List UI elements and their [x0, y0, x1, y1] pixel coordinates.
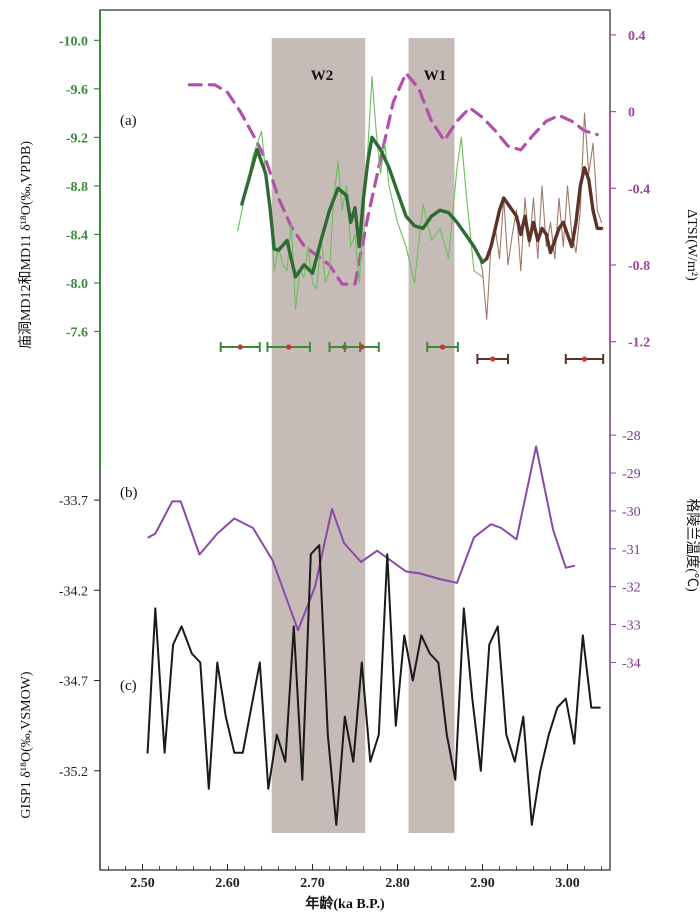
series-group — [146, 71, 604, 826]
panel-c-left-tick-label: -35.2 — [59, 765, 88, 780]
panel-b-label: (b) — [120, 485, 138, 501]
error-bar-center-dot — [286, 344, 292, 350]
panel-a-left-tick-label: -9.6 — [66, 83, 88, 98]
panel-b-right-tick-label: -31 — [622, 543, 641, 558]
panel-a-left-tick-label: -7.6 — [66, 325, 88, 340]
error-bar-center-dot — [581, 356, 588, 362]
axes-group: 2.50 2.60 2.70 2.80 2.90 3.00 -10.0 -9.6 -9.2 -8.… — [59, 29, 650, 891]
panel-b-right-tick-label: -34 — [622, 656, 641, 671]
warm-period-label-w2: W2 — [311, 68, 334, 84]
error-bar-center-dot — [237, 344, 243, 350]
panel-a-right-axis-title: ΔTSI(W/m²) — [684, 209, 699, 281]
panel-b-right-tick-label: -28 — [622, 429, 641, 444]
panel-a-right-tick-label: -0.8 — [628, 259, 650, 274]
gisp1-d18o-line — [146, 544, 601, 826]
panel-c-left-tick-label: -34.2 — [59, 584, 88, 599]
panel-b-right-tick-label: -33 — [622, 619, 641, 634]
warm-period-band-w1 — [408, 38, 455, 833]
panel-a-right-tick-label: -1.2 — [628, 336, 650, 351]
warm-period-shading — [271, 38, 455, 833]
x-tick-label: 2.60 — [215, 876, 240, 891]
panel-c-left-tick-label: -33.7 — [59, 494, 88, 509]
panel-a-label: (a) — [120, 113, 137, 129]
panel-a-left-tick-label: -8.8 — [66, 180, 88, 195]
warm-period-band-w2 — [271, 38, 366, 833]
error-bar-center-dot — [490, 356, 496, 362]
x-tick-label: 2.50 — [130, 876, 155, 891]
x-tick-label: 3.00 — [555, 876, 580, 891]
panel-c-left-tick-label: -34.7 — [59, 675, 88, 690]
x-tick-label: 2.80 — [385, 876, 410, 891]
x-axis-title: 年龄(ka B.P.) — [305, 895, 385, 912]
greenland-temperature-line — [147, 445, 576, 632]
panel-a-left-tick-label: -9.2 — [66, 131, 88, 146]
panel-a-left-tick-label: -8.4 — [66, 228, 88, 243]
x-tick-label: 2.70 — [300, 876, 325, 891]
md11-smoothed-line — [485, 165, 604, 261]
panel-b-right-tick-label: -30 — [622, 505, 641, 520]
error-bar-center-dot — [439, 344, 446, 350]
panel-a-right-tick-label: -0.4 — [628, 182, 650, 197]
dating-error-bars — [219, 342, 605, 364]
panel-b-right-tick-label: -32 — [622, 581, 641, 596]
panel-a-left-tick-label: -10.0 — [59, 34, 88, 49]
panel-c-label: (c) — [120, 678, 137, 694]
panel-c-left-axis-title: GISP1 δ¹⁸O(‰,VSMOW) — [19, 671, 34, 818]
x-tick-label: 2.90 — [470, 876, 495, 891]
md12-smoothed-line — [240, 135, 489, 279]
panel-a-right-tick-label: 0 — [628, 106, 635, 121]
panel-a-left-tick-label: -8.0 — [66, 277, 88, 292]
error-bar-center-dot — [359, 344, 365, 350]
panel-b-right-tick-label: -29 — [622, 467, 641, 482]
panel-a-left-axis-title: 庙洞MD12和MD11 δ¹⁸O(‰,VPDB) — [18, 141, 34, 349]
panel-a-right-tick-label: 0.4 — [628, 29, 646, 44]
warm-period-label-w1: W1 — [424, 68, 447, 84]
panel-b-right-axis-title: 格陵兰温度(℃) — [684, 498, 700, 592]
